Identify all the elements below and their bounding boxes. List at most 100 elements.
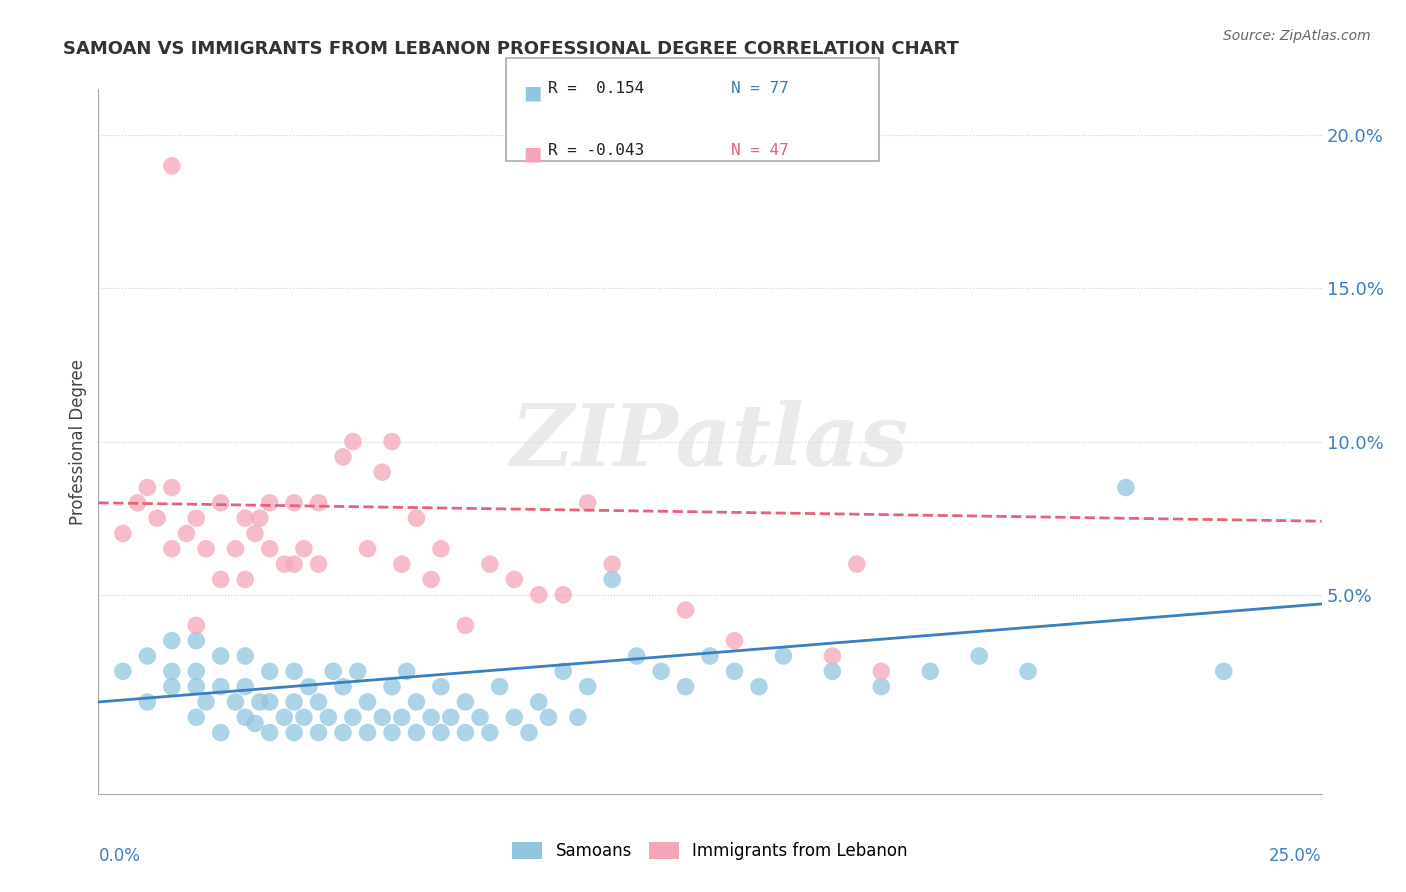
Point <box>186 665 208 679</box>
Point <box>186 633 208 648</box>
Point <box>371 465 394 479</box>
Point <box>283 695 305 709</box>
Point <box>273 710 295 724</box>
Text: ■: ■ <box>523 145 541 163</box>
Point <box>259 725 281 739</box>
Point <box>259 665 281 679</box>
Point <box>723 665 745 679</box>
Point <box>468 710 491 724</box>
Point <box>283 557 305 571</box>
Point <box>517 725 540 739</box>
Text: N = 77: N = 77 <box>731 81 789 96</box>
Point <box>233 511 256 525</box>
Point <box>233 573 256 587</box>
Point <box>332 680 354 694</box>
Point <box>209 573 232 587</box>
Point <box>136 481 159 495</box>
Text: SAMOAN VS IMMIGRANTS FROM LEBANON PROFESSIONAL DEGREE CORRELATION CHART: SAMOAN VS IMMIGRANTS FROM LEBANON PROFES… <box>63 40 959 58</box>
Point <box>675 680 697 694</box>
Text: 25.0%: 25.0% <box>1270 847 1322 864</box>
Point <box>224 695 246 709</box>
Point <box>920 665 942 679</box>
Point <box>1212 665 1234 679</box>
Point <box>845 557 868 571</box>
Point <box>420 710 443 724</box>
Point <box>209 496 232 510</box>
Point <box>176 526 198 541</box>
Point <box>292 710 315 724</box>
Point <box>527 588 550 602</box>
Point <box>391 710 413 724</box>
Point <box>160 665 183 679</box>
Point <box>488 680 510 694</box>
Point <box>675 603 697 617</box>
Point <box>1115 481 1137 495</box>
Point <box>381 680 404 694</box>
Text: 0.0%: 0.0% <box>98 847 141 864</box>
Point <box>233 648 256 663</box>
Point <box>308 557 330 571</box>
Point <box>160 541 183 556</box>
Point <box>870 680 893 694</box>
Point <box>332 725 354 739</box>
Point <box>283 665 305 679</box>
Point <box>308 725 330 739</box>
Point <box>650 665 672 679</box>
Point <box>553 588 575 602</box>
Point <box>430 680 453 694</box>
Point <box>454 695 477 709</box>
Text: Source: ZipAtlas.com: Source: ZipAtlas.com <box>1223 29 1371 43</box>
Point <box>395 665 418 679</box>
Point <box>209 680 232 694</box>
Point <box>127 496 149 510</box>
Point <box>356 541 378 556</box>
Point <box>160 680 183 694</box>
Point <box>748 680 770 694</box>
Point <box>567 710 589 724</box>
Point <box>371 710 394 724</box>
Point <box>527 695 550 709</box>
Point <box>967 648 990 663</box>
Point <box>626 648 648 663</box>
Point <box>259 496 281 510</box>
Point <box>292 541 315 556</box>
Point <box>233 680 256 694</box>
Point <box>224 541 246 556</box>
Point <box>136 695 159 709</box>
Point <box>186 710 208 724</box>
Point <box>537 710 560 724</box>
Point <box>249 695 271 709</box>
Point <box>273 557 295 571</box>
Point <box>503 710 526 724</box>
Text: R =  0.154: R = 0.154 <box>548 81 644 96</box>
Point <box>243 716 266 731</box>
Point <box>430 541 453 556</box>
Point <box>249 511 271 525</box>
Point <box>186 618 208 632</box>
Point <box>356 695 378 709</box>
Point <box>308 496 330 510</box>
Point <box>160 633 183 648</box>
Point <box>195 695 218 709</box>
Point <box>259 695 281 709</box>
Point <box>821 665 844 679</box>
Point <box>821 648 844 663</box>
Point <box>381 725 404 739</box>
Legend: Samoans, Immigrants from Lebanon: Samoans, Immigrants from Lebanon <box>506 835 914 867</box>
Point <box>298 680 321 694</box>
Point <box>283 725 305 739</box>
Point <box>430 725 453 739</box>
Point <box>259 541 281 556</box>
Point <box>209 725 232 739</box>
Point <box>136 648 159 663</box>
Point <box>146 511 169 525</box>
Point <box>195 541 218 556</box>
Point <box>1017 665 1039 679</box>
Point <box>454 725 477 739</box>
Point <box>332 450 354 464</box>
Point <box>342 710 364 724</box>
Point <box>111 665 134 679</box>
Point <box>576 680 599 694</box>
Point <box>440 710 463 724</box>
Point <box>346 665 368 679</box>
